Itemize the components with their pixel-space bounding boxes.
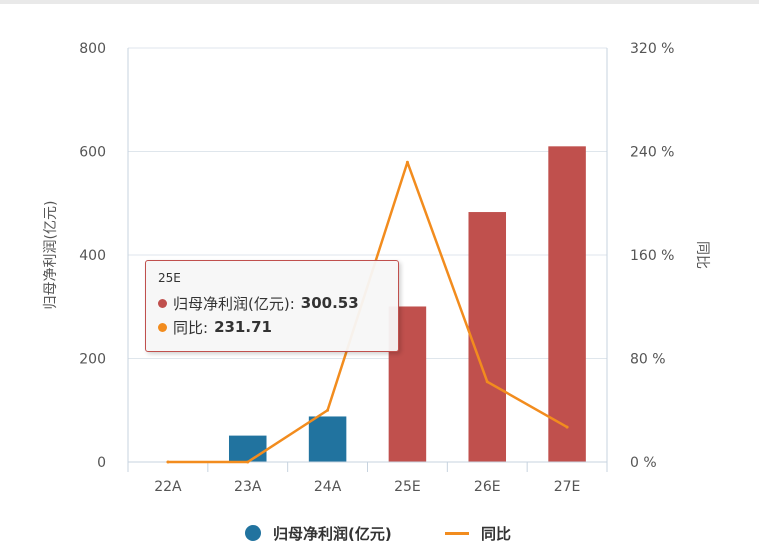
y-tick-label: 0 [97, 455, 106, 471]
x-tick-label: 23A [234, 479, 262, 495]
legend-yoy-label: 同比 [481, 524, 512, 543]
legend-item-profit[interactable]: 归母净利润(亿元) [245, 520, 392, 546]
bars [228, 146, 586, 462]
legend: 归母净利润(亿元) 同比 [0, 520, 759, 546]
y-left-ticks: 0 200 400 600 800 [79, 41, 106, 471]
x-ticks: 22A 23A 24A 25E 26E 27E [154, 479, 580, 495]
y2-tick-label: 320 % [630, 41, 674, 57]
x-tick-label: 26E [474, 479, 501, 495]
x-tick-label: 25E [394, 479, 421, 495]
yoy-point [485, 380, 489, 384]
y-axis-label: 归母净利润(亿元) [42, 201, 59, 310]
yoy-point [565, 425, 569, 429]
tooltip-profit-label: 归母净利润(亿元): [173, 294, 295, 313]
y-tick-label: 600 [79, 145, 106, 161]
legend-yoy-marker [445, 531, 469, 535]
bar [468, 212, 507, 462]
legend-profit-label: 归母净利润(亿元) [273, 524, 392, 543]
tooltip-profit-dot [158, 298, 167, 308]
legend-profit-marker [245, 525, 261, 541]
y2-axis-label: 同比 [694, 241, 710, 269]
y-right-ticks: 0 % 80 % 160 % 240 % 320 % [630, 41, 674, 471]
bar [548, 146, 586, 462]
grid [128, 47, 607, 359]
bar [228, 435, 267, 462]
yoy-point [326, 408, 330, 412]
tooltip-yoy-value: 231.71 [214, 318, 272, 336]
legend-item-yoy[interactable]: 同比 [445, 520, 511, 546]
y2-tick-label: 80 % [630, 352, 666, 368]
tooltip-yoy-label: 同比: [173, 318, 209, 337]
top-border [0, 0, 759, 4]
yoy-point [166, 460, 170, 464]
tooltip: 25E 归母净利润(亿元): 300.53 同比: 231.71 [145, 260, 399, 352]
x-tick-label: 24A [314, 479, 342, 495]
tooltip-yoy-dot [158, 322, 167, 332]
tooltip-profit-value: 300.53 [300, 294, 359, 312]
tooltip-row-profit: 归母净利润(亿元): 300.53 [158, 291, 398, 315]
y2-tick-label: 240 % [630, 145, 674, 161]
y2-tick-label: 160 % [630, 248, 674, 264]
yoy-point [405, 160, 409, 164]
tooltip-title: 25E [158, 271, 181, 285]
y-tick-label: 200 [79, 352, 106, 368]
y2-tick-label: 0 % [630, 455, 657, 471]
x-tick-label: 22A [154, 479, 182, 495]
yoy-point [246, 460, 250, 464]
bar [308, 416, 347, 462]
y-tick-label: 800 [79, 41, 106, 57]
tooltip-row-yoy: 同比: 231.71 [158, 315, 398, 339]
y-tick-label: 400 [79, 248, 106, 264]
x-tick-label: 27E [554, 479, 581, 495]
